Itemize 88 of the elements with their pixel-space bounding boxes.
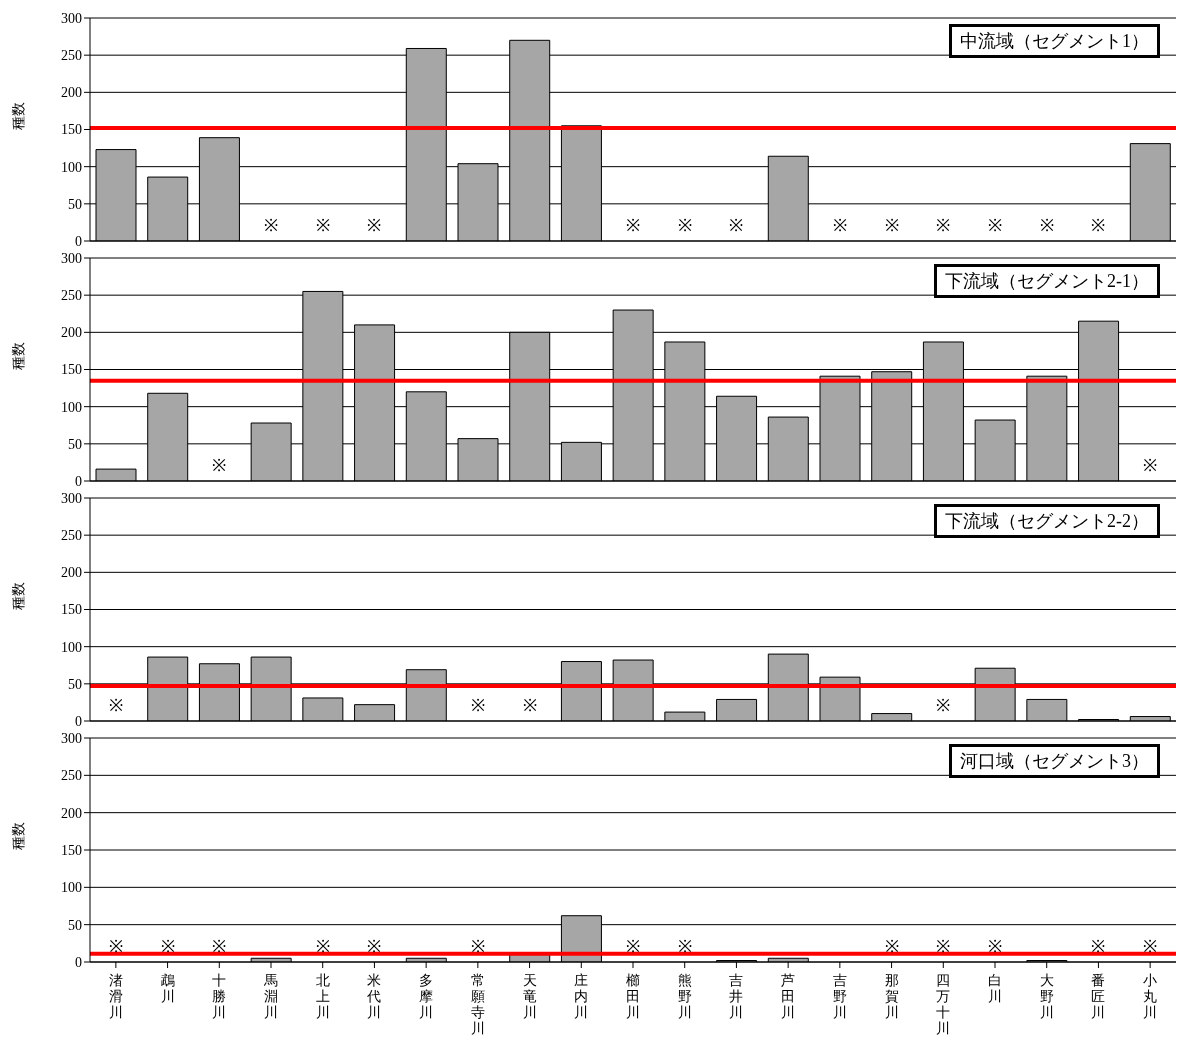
y-tick-label: 150 (61, 122, 82, 138)
text: ※ (626, 937, 640, 956)
y-tick-label: 200 (61, 85, 82, 101)
text: ※ (729, 216, 744, 235)
text: ※ (315, 937, 330, 956)
y-tick-label: 300 (61, 250, 82, 266)
x-tick-label: 北上川 (315, 973, 330, 1020)
text: ※ (1143, 456, 1158, 475)
y-tick-label: 100 (61, 880, 82, 896)
text: ※ (108, 937, 123, 956)
x-tick-label: 四万十川 (936, 973, 951, 1036)
x-tick-label: 吉井川 (729, 973, 744, 1020)
y-tick-label: 150 (61, 842, 82, 858)
text: ※ (677, 216, 692, 235)
x-tick-label: 天竜川 (522, 973, 537, 1020)
y-tick-label: 50 (68, 196, 82, 212)
x-tick-label: 馬淵川 (263, 973, 278, 1020)
y-tick-label: 300 (61, 490, 82, 506)
x-tick-label: 米代川 (366, 973, 382, 1020)
x-tick-label: 番匠川 (1091, 973, 1106, 1020)
text: ※ (884, 216, 899, 235)
y-tick-label: 0 (75, 233, 82, 249)
text: ※ (988, 937, 1002, 956)
y-tick-label: 100 (61, 159, 82, 175)
y-tick-label: 50 (68, 917, 82, 933)
y-tick-label: 150 (61, 602, 82, 618)
text: 下流域（セグメント2-2） (934, 504, 1160, 538)
text: ※ (315, 216, 330, 235)
text: ※ (522, 696, 537, 715)
y-tick-label: 50 (68, 676, 82, 692)
text: ※ (936, 937, 951, 956)
y-tick-label: 150 (61, 362, 82, 378)
y-tick-label: 200 (61, 805, 82, 821)
x-tick-label: 吉野川 (832, 973, 847, 1020)
text: ※ (212, 937, 227, 956)
text: ※ (1091, 937, 1106, 956)
x-tick-label: 常願寺川 (470, 973, 485, 1036)
text: ※ (1143, 937, 1158, 956)
x-tick-label: 那賀川 (884, 973, 899, 1020)
text: 中流域（セグメント1） (949, 24, 1160, 58)
x-tick-label: 多摩川 (419, 973, 434, 1020)
x-tick-label: 大野川 (1039, 973, 1054, 1020)
y-tick-label: 0 (75, 954, 82, 970)
text: ※ (832, 216, 847, 235)
text: ※ (884, 937, 899, 956)
y-tick-label: 250 (61, 528, 82, 544)
text: ※ (936, 216, 951, 235)
text: ※ (677, 937, 692, 956)
text: ※ (1039, 216, 1054, 235)
x-tick-label: 芦田川 (781, 973, 796, 1020)
y-tick-label: 200 (61, 325, 82, 341)
x-tick-label: 熊野川 (677, 973, 692, 1020)
y-tick-label: 250 (61, 768, 82, 784)
x-tick-label: 白川 (988, 973, 1002, 1004)
text: ※ (212, 456, 227, 475)
y-axis-title: 種数 (10, 341, 26, 370)
text: ※ (626, 216, 640, 235)
x-tick-label: 櫛田川 (626, 973, 640, 1020)
text: ※ (1091, 216, 1106, 235)
y-tick-label: 100 (61, 399, 82, 415)
text: ※ (470, 937, 485, 956)
text: 下流域（セグメント2-1） (934, 264, 1160, 298)
text: ※ (264, 216, 278, 235)
text: ※ (988, 216, 1002, 235)
y-tick-label: 100 (61, 639, 82, 655)
y-tick-label: 0 (75, 473, 82, 489)
y-axis-title: 種数 (10, 822, 26, 850)
y-axis-title: 種数 (10, 101, 26, 130)
y-tick-label: 300 (61, 730, 82, 746)
y-tick-label: 300 (61, 10, 82, 26)
y-axis-title: 種数 (10, 581, 26, 610)
text: ※ (936, 696, 951, 715)
y-tick-label: 250 (61, 48, 82, 64)
text: ※ (470, 696, 485, 715)
y-tick-label: 50 (68, 436, 82, 452)
text: ※ (367, 216, 382, 235)
y-tick-label: 250 (61, 288, 82, 304)
text: 河口域（セグメント3） (949, 744, 1160, 778)
text: ※ (367, 937, 382, 956)
text: ※ (160, 937, 175, 956)
text: ※ (108, 696, 123, 715)
x-tick-label: 小丸川 (1143, 973, 1158, 1020)
x-tick-label: 庄内川 (574, 973, 589, 1020)
y-tick-label: 0 (75, 713, 82, 729)
x-tick-label: 鵡川 (160, 973, 175, 1004)
y-tick-label: 200 (61, 565, 82, 581)
x-tick-label: 十勝川 (212, 973, 227, 1020)
x-tick-label: 渚滑川 (108, 973, 123, 1020)
